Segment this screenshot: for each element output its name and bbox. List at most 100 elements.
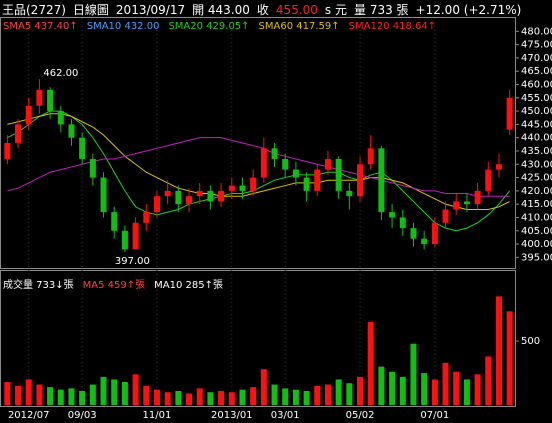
- y-tick-label: 435.00: [521, 146, 552, 157]
- y-tick-label: 475.00: [521, 40, 552, 51]
- header-text: s 元: [324, 3, 347, 17]
- volume-bar: [164, 392, 171, 405]
- candle-body: [186, 196, 193, 205]
- volume-bar: [260, 369, 267, 405]
- candle-body: [399, 217, 406, 229]
- candle-body: [442, 209, 449, 223]
- y-tick-label: 420.00: [521, 186, 552, 197]
- candle-body: [389, 212, 396, 218]
- candle-body: [463, 201, 470, 205]
- volume-bar: [335, 379, 342, 405]
- candle-body: [228, 185, 235, 191]
- candle-body: [378, 148, 385, 213]
- y-tick-label: 470.00: [521, 53, 552, 64]
- header-text: +12.00 (+2.71%): [415, 3, 522, 17]
- y-tick-label: 405.00: [521, 226, 552, 237]
- candle-body: [453, 201, 460, 210]
- volume-bar: [36, 384, 43, 405]
- candle-body: [57, 111, 64, 125]
- candle-body: [357, 164, 364, 197]
- y-tick-label: 430.00: [521, 159, 552, 170]
- volume-bar: [250, 387, 257, 405]
- candle-body: [36, 89, 43, 106]
- volume-bar: [4, 382, 11, 405]
- volume-bar: [410, 343, 417, 405]
- y-tick-label: 455.00: [521, 93, 552, 104]
- volume-bar: [378, 366, 385, 405]
- volume-bar: [25, 379, 32, 405]
- candle-body: [260, 148, 267, 178]
- candle-body: [68, 124, 75, 138]
- candle-body: [506, 97, 513, 130]
- volume-bar: [324, 384, 331, 405]
- candle-body: [431, 222, 438, 245]
- volume-bar: [111, 379, 118, 405]
- candle-body: [175, 190, 182, 205]
- volume-bar: [175, 390, 182, 405]
- x-tick-label: 03/01: [271, 410, 300, 421]
- header-text: 日線圖: [72, 3, 109, 17]
- candle-body: [282, 158, 289, 170]
- volume-bar: [431, 379, 438, 405]
- volume-bar: [207, 392, 214, 405]
- volume-bar: [57, 389, 64, 405]
- volume-bar: [463, 379, 470, 405]
- legend-entry: SMA20 429.05↑: [168, 21, 250, 32]
- volume-bar: [346, 383, 353, 405]
- volume-bar: [314, 385, 321, 405]
- x-tick-label: 2013/01: [211, 410, 253, 421]
- x-tick-label: 11/01: [143, 410, 172, 421]
- volume-bar: [79, 390, 86, 405]
- volume-bar: [68, 388, 75, 405]
- volume-bar: [453, 371, 460, 405]
- volume-bar: [121, 382, 128, 405]
- x-tick-label: 2012/07: [8, 410, 50, 421]
- volume-bar: [143, 385, 150, 405]
- x-tick-label: 07/01: [420, 410, 449, 421]
- y-tick-label: 400.00: [521, 239, 552, 250]
- candle-body: [100, 177, 107, 213]
- volume-bar: [357, 376, 364, 405]
- volume-bar: [218, 390, 225, 405]
- x-tick-label: 09/03: [68, 410, 97, 421]
- candle-body: [292, 169, 299, 178]
- candle-body: [4, 143, 11, 159]
- candle-body: [121, 230, 128, 250]
- volume-bar: [389, 371, 396, 405]
- y-tick-label: 480.00: [521, 26, 552, 37]
- volume-bar: [506, 311, 513, 405]
- volume-bar: [421, 373, 428, 405]
- candle-body: [164, 190, 171, 197]
- panel-frame: [0, 17, 516, 269]
- legend-entry: MA5 459↑張: [82, 280, 146, 291]
- volume-bar: [282, 388, 289, 405]
- y-tick-label: 425.00: [521, 173, 552, 184]
- candle-body: [196, 190, 203, 197]
- y-tick-label: 465.00: [521, 66, 552, 77]
- candle-body: [314, 169, 321, 191]
- candle-body: [485, 169, 492, 191]
- y-tick-label: 460.00: [521, 79, 552, 90]
- candle-body: [410, 228, 417, 239]
- volume-bar: [474, 374, 481, 405]
- legend-entry: SMA120 418.64↑: [348, 21, 437, 32]
- header-text: 開 443.00: [192, 3, 250, 17]
- volume-bar: [186, 393, 193, 405]
- x-tick-label: 05/02: [346, 410, 375, 421]
- y-tick-label: 395.00: [521, 252, 552, 263]
- volume-bar: [442, 362, 449, 405]
- candle-body: [47, 89, 54, 112]
- candle-body: [421, 238, 428, 245]
- volume-bar: [239, 389, 246, 405]
- volume-bar: [47, 387, 54, 405]
- volume-bar: [15, 385, 22, 405]
- volume-bar: [271, 384, 278, 405]
- volume-bar: [495, 296, 502, 405]
- candle-body: [153, 196, 160, 213]
- price-legend: SMA5 437.40↑ SMA10 432.00 SMA20 429.05↑ SMA…: [3, 21, 445, 32]
- volume-legend: 成交量 733↓張 MA5 459↑張 MA10 285↑張: [3, 276, 232, 291]
- candle-body: [250, 177, 257, 191]
- panel-frame: [0, 270, 516, 407]
- header-text: 2013/09/17: [115, 3, 186, 17]
